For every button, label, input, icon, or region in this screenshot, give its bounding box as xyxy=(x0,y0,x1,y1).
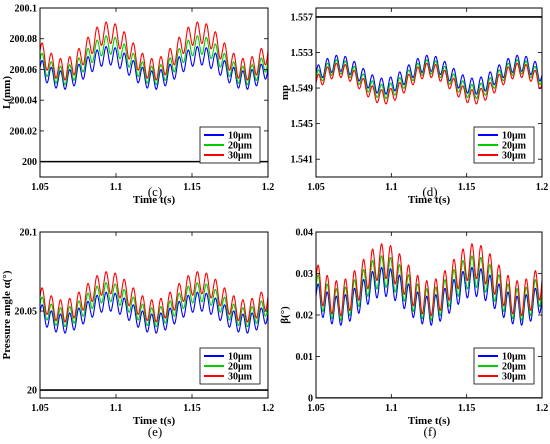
x-axis-label: Time t(s) xyxy=(408,415,451,427)
y-tick-label: 1.545 xyxy=(291,119,314,130)
legend-label: 20μm xyxy=(502,362,527,373)
y-tick-label: 0.01 xyxy=(296,352,314,363)
series-line xyxy=(40,291,268,334)
x-tick-label: 1.15 xyxy=(458,182,476,193)
y-tick-label: 200 xyxy=(22,157,37,168)
panel-caption: (f) xyxy=(424,424,437,439)
series-line xyxy=(316,59,542,100)
chart-panel: 1.05 1.1 1.15 1.2 200 200.02 200.04 200.06 200.0… xyxy=(1,4,274,207)
legend-label: 20μm xyxy=(228,362,253,373)
x-tick-label: 1.05 xyxy=(31,403,49,414)
legend-label: 30μm xyxy=(228,151,253,162)
chart-panel: 1.05 1.1 1.15 1.2 0 0.01 0.02 0.03 0.04 Time t(s)… xyxy=(279,228,548,440)
series-line xyxy=(40,45,268,90)
x-tick-label: 1.2 xyxy=(262,403,275,414)
x-tick-label: 1.2 xyxy=(262,182,275,193)
series-line xyxy=(316,266,542,326)
y-tick-label: 20 xyxy=(27,386,37,397)
y-axis-label: β(°) xyxy=(279,306,291,324)
y-axis-label: Pressure angle α(°) xyxy=(1,270,13,359)
y-tick-label: 0.04 xyxy=(296,228,314,239)
series-line xyxy=(316,54,542,95)
legend-label: 30μm xyxy=(502,151,527,162)
x-tick-label: 1.05 xyxy=(307,403,325,414)
plot-area xyxy=(40,271,268,391)
y-tick-label: 200.02 xyxy=(10,126,38,137)
y-tick-label: 200.04 xyxy=(10,96,38,107)
x-axis-label: Time t(s) xyxy=(408,194,451,206)
series-line xyxy=(316,243,542,317)
y-axis-label: mp xyxy=(279,85,291,100)
x-tick-label: 1.1 xyxy=(110,182,123,193)
legend-label: 10μm xyxy=(228,131,253,142)
y-axis-label: L(mm) xyxy=(1,76,13,109)
y-tick-label: 1.541 xyxy=(291,155,314,166)
x-tick-label: 1.05 xyxy=(31,182,49,193)
series-line xyxy=(40,35,268,86)
plot-area xyxy=(316,16,542,105)
legend-label: 10μm xyxy=(502,131,527,142)
panel-caption: (c) xyxy=(148,184,162,199)
axes-frame xyxy=(39,7,269,178)
y-tick-label: 200.08 xyxy=(10,34,38,45)
legend-label: 10μm xyxy=(502,352,527,363)
series-line xyxy=(40,282,268,328)
series-line xyxy=(40,271,268,323)
axes-frame xyxy=(39,231,269,399)
x-tick-label: 1.2 xyxy=(536,182,549,193)
legend-label: 30μm xyxy=(502,372,527,383)
legend-label: 30μm xyxy=(228,372,253,383)
x-tick-label: 1.15 xyxy=(183,403,201,414)
x-axis-label: Time t(s) xyxy=(133,194,176,206)
plot-area xyxy=(316,243,542,398)
axes-frame xyxy=(315,7,543,178)
x-tick-label: 1.2 xyxy=(536,403,549,414)
legend-label: 20μm xyxy=(228,141,253,152)
x-tick-label: 1.1 xyxy=(385,182,398,193)
x-tick-label: 1.05 xyxy=(307,182,325,193)
series-line xyxy=(316,62,542,105)
chart-panel: 1.05 1.1 1.15 1.2 1.541 1.545 1.549 1.553 1.557 T… xyxy=(279,7,549,206)
x-axis-label: Time t(s) xyxy=(133,415,176,427)
y-tick-label: 200.1 xyxy=(15,4,38,15)
x-tick-label: 1.1 xyxy=(110,403,123,414)
y-tick-label: 1.557 xyxy=(291,12,314,23)
y-tick-label: 200.06 xyxy=(10,65,38,76)
y-tick-label: 0 xyxy=(308,394,313,405)
y-tick-label: 1.553 xyxy=(291,48,314,59)
panel-caption: (e) xyxy=(148,424,162,439)
x-tick-label: 1.1 xyxy=(385,403,398,414)
legend-label: 20μm xyxy=(502,141,527,152)
chart-panel: 1.05 1.1 1.15 1.2 20 20.05 20.1 Time t(s) Pressu… xyxy=(1,228,274,440)
y-tick-label: 20.1 xyxy=(20,228,38,239)
legend-label: 10μm xyxy=(228,352,253,363)
y-tick-label: 0.02 xyxy=(296,311,314,322)
y-tick-label: 1.549 xyxy=(291,84,314,95)
series-line xyxy=(40,21,268,81)
x-tick-label: 1.15 xyxy=(458,403,476,414)
panel-caption: (d) xyxy=(422,184,437,199)
y-tick-label: 20.05 xyxy=(15,307,38,318)
x-tick-label: 1.15 xyxy=(183,182,201,193)
y-tick-label: 0.03 xyxy=(296,269,314,280)
